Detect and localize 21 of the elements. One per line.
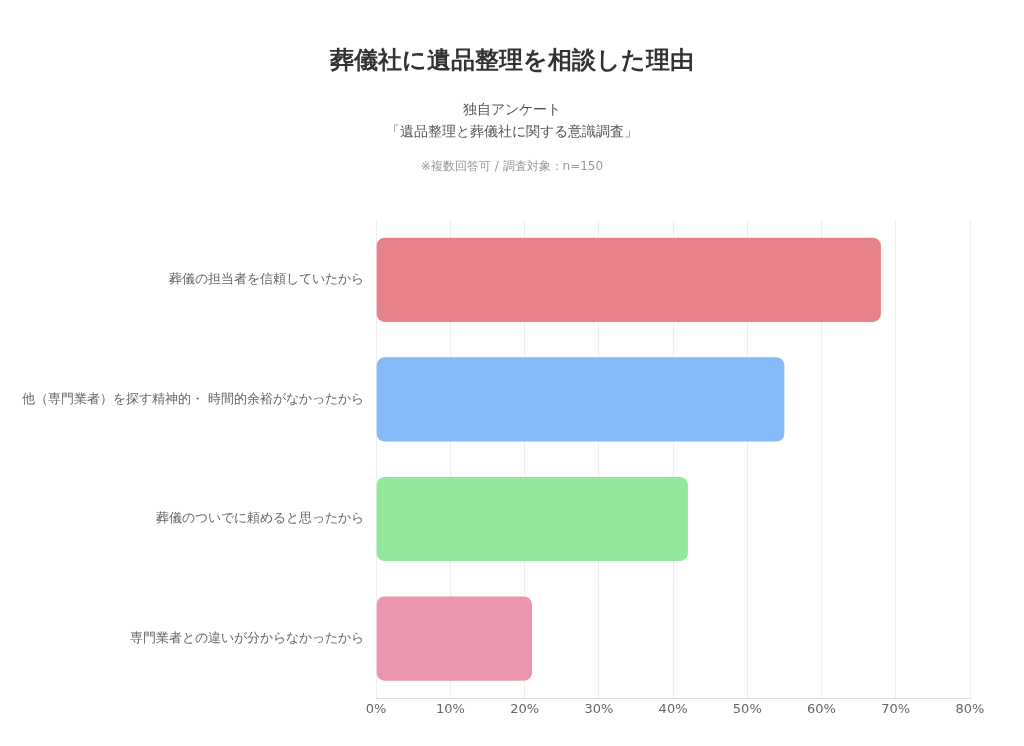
text: ※複数回答可 / 調査対象：n=150 — [419, 158, 605, 175]
x-tick-label: 20% — [510, 700, 540, 716]
y-tick-label: 他（専門業者）を探す精神的・ 時間的余裕がなかったから — [21, 390, 365, 406]
x-tick-label: 60% — [807, 700, 836, 716]
x-tick-label: 10% — [435, 700, 465, 716]
x-tick-label: 40% — [658, 700, 688, 716]
x-tick-label: 70% — [881, 700, 911, 716]
bar — [376, 476, 688, 562]
x-tick-label: 0% — [365, 700, 387, 716]
x-tick-label: 50% — [732, 700, 762, 716]
y-tick-label: 葬儀のついでに頼めると思ったから — [156, 510, 365, 526]
x-tick-label: 80% — [955, 700, 985, 716]
chart-title: 葬儀社に遺品整理を相談した理由 — [329, 45, 695, 76]
y-tick-label: 葬儀の担当者を信頼していたから — [169, 271, 365, 287]
text: 「遺品整理と葬儀社に関する意識調査」 — [386, 123, 638, 139]
x-tick-label: 30% — [584, 700, 614, 716]
bar — [376, 357, 785, 442]
bar — [376, 237, 881, 322]
y-tick-label: 専門業者との違いが分からなかったから — [130, 629, 365, 645]
chart-subtitle: 独自アンケート — [463, 101, 561, 117]
bar — [376, 596, 533, 681]
